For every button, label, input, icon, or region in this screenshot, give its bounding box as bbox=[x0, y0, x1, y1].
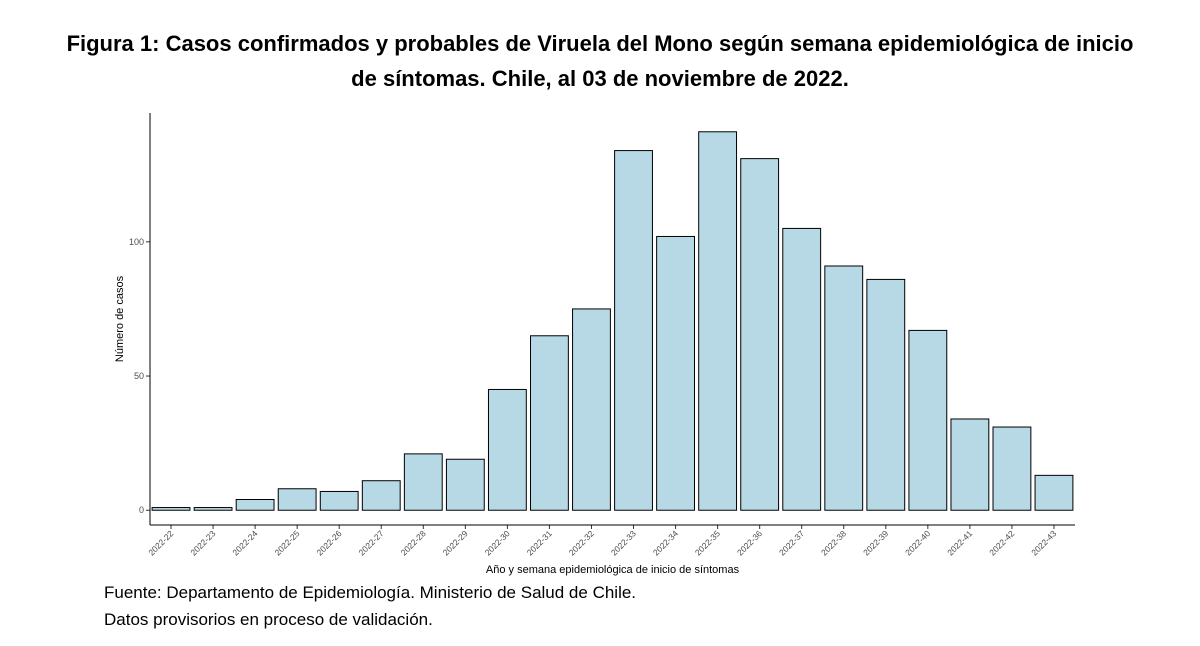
bar-2022-33 bbox=[614, 150, 653, 511]
bar-2022-24 bbox=[235, 499, 275, 511]
bar-series bbox=[151, 131, 1074, 511]
x-tick-label: 2022-43 bbox=[1029, 528, 1058, 557]
bar-2022-40 bbox=[908, 329, 948, 511]
x-tick-label: 2022-42 bbox=[987, 528, 1016, 557]
bar-2022-34 bbox=[656, 235, 695, 511]
bar-2022-39 bbox=[866, 278, 906, 511]
x-tick-label: 2022-30 bbox=[483, 528, 512, 557]
x-tick-label: 2022-37 bbox=[777, 528, 806, 557]
x-tick-label: 2022-28 bbox=[399, 528, 428, 557]
x-tick-label: 2022-34 bbox=[651, 528, 680, 557]
bar-2022-30 bbox=[487, 388, 527, 511]
x-tick-label: 2022-36 bbox=[735, 528, 764, 557]
x-tick-label: 2022-25 bbox=[272, 528, 301, 557]
bar-2022-36 bbox=[740, 158, 780, 511]
bar-2022-28 bbox=[403, 453, 443, 511]
y-axis-ticks: 0 50 100 bbox=[129, 237, 150, 515]
x-tick-label: 2022-22 bbox=[146, 528, 175, 557]
provisional-data-note: Datos provisorios en proceso de validaci… bbox=[104, 610, 433, 629]
x-tick-label: 2022-35 bbox=[693, 528, 722, 557]
x-axis-ticks: 2022-22 2022-23 2022-24 2022-25 2022-26 2022-… bbox=[146, 525, 1059, 557]
bar-2022-31 bbox=[530, 335, 569, 511]
x-tick-label: 2022-26 bbox=[314, 528, 343, 557]
x-tick-label: 2022-27 bbox=[357, 528, 386, 557]
y-tick-label: 0 bbox=[139, 505, 144, 515]
bar-2022-38 bbox=[824, 265, 864, 511]
x-tick-label: 2022-24 bbox=[230, 528, 259, 557]
bar-2022-23 bbox=[193, 507, 233, 511]
x-tick-label: 2022-40 bbox=[903, 528, 932, 557]
bar-2022-22 bbox=[151, 507, 191, 511]
source-note: Fuente: Departamento de Epidemiología. M… bbox=[104, 583, 637, 602]
chart-title-line-2: de síntomas. Chile, al 03 de noviembre d… bbox=[351, 66, 849, 91]
chart-title: Figura 1: Casos confirmados y probables … bbox=[20, 26, 1180, 96]
bar-2022-32 bbox=[572, 308, 611, 511]
x-tick-label: 2022-41 bbox=[945, 528, 974, 557]
bar-2022-25 bbox=[277, 488, 317, 511]
x-tick-label: 2022-32 bbox=[567, 528, 596, 557]
y-tick-label: 100 bbox=[129, 237, 144, 247]
bar-2022-26 bbox=[319, 490, 359, 511]
x-tick-label: 2022-39 bbox=[861, 528, 890, 557]
y-axis-title: Número de casos bbox=[114, 275, 126, 362]
x-tick-label: 2022-33 bbox=[609, 528, 638, 557]
bar-2022-35 bbox=[698, 131, 738, 511]
x-tick-label: 2022-29 bbox=[441, 528, 470, 557]
bar-2022-37 bbox=[782, 227, 822, 511]
bar-2022-41 bbox=[950, 418, 990, 511]
y-tick-label: 50 bbox=[134, 371, 144, 381]
bar-2022-42 bbox=[992, 426, 1032, 511]
x-axis-title: Año y semana epidemiológica de inicio de… bbox=[486, 564, 740, 576]
bar-2022-43 bbox=[1034, 474, 1074, 511]
x-tick-label: 2022-31 bbox=[525, 528, 554, 557]
bar-2022-29 bbox=[445, 458, 485, 511]
x-tick-label: 2022-38 bbox=[819, 528, 848, 557]
chart-title-line-1: Figura 1: Casos confirmados y probables … bbox=[66, 31, 1134, 56]
x-tick-label: 2022-23 bbox=[188, 528, 217, 557]
bar-2022-27 bbox=[361, 480, 401, 511]
